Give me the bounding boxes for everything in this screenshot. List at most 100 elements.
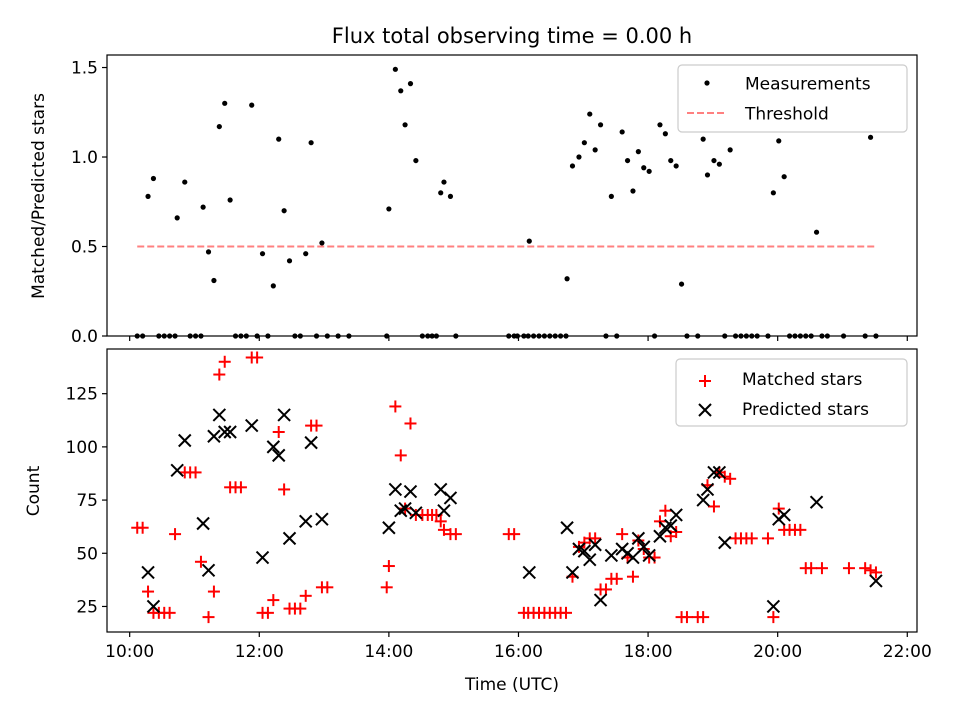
measurement-point	[407, 81, 414, 87]
matched-stars-point	[207, 585, 220, 598]
matched-stars-point	[272, 425, 285, 438]
ratio-y-axis-label: Matched/Predicted stars	[29, 93, 49, 299]
counts-axes: 10:00 12:00 14:00 16:00 18:00 20:00 22:00 25 50 7…	[66, 385, 932, 662]
matched-stars-point	[189, 466, 202, 479]
measurement-point	[270, 283, 276, 289]
ratio-legend: Measurements Threshold	[677, 64, 908, 133]
predicted-stars-point	[712, 465, 727, 480]
predicted-stars-point	[201, 563, 216, 578]
measurement-point	[646, 168, 652, 174]
measurement-point	[564, 276, 570, 282]
measurement-point	[441, 179, 447, 185]
predicted-stars-point	[398, 501, 412, 516]
matched-stars-point	[761, 532, 774, 545]
measurement-point	[576, 154, 582, 160]
predicted-stars-point	[178, 433, 192, 448]
predicted-stars-point	[522, 565, 536, 580]
matched-stars-point	[842, 562, 855, 575]
predicted-stars-point	[642, 548, 656, 563]
measurement-point	[569, 163, 576, 169]
y-tick-label: 125	[66, 385, 98, 405]
predicted-stars-point	[382, 521, 396, 535]
matched-stars-point	[169, 528, 182, 541]
measurement-point	[662, 131, 668, 137]
measurement-point	[700, 136, 706, 142]
matched-stars-point	[310, 419, 323, 432]
matched-stars-point	[680, 611, 693, 624]
predicted-stars-point	[588, 538, 602, 552]
x-tick-label: 22:00	[883, 642, 932, 662]
y-tick-label: 100	[66, 438, 98, 458]
measurement-point	[668, 157, 674, 164]
measurement-point	[673, 163, 679, 169]
measurement-point	[216, 123, 222, 130]
counts-x-axis-label: Time (UTC)	[464, 675, 559, 695]
predicted-stars-point	[245, 418, 259, 433]
matched-stars-point	[707, 500, 720, 513]
measurement-point	[319, 240, 325, 246]
y-tick-label: 1.0	[71, 148, 98, 168]
x-tick-label: 14:00	[364, 642, 413, 662]
predicted-stars-point	[409, 506, 423, 520]
predicted-stars-point	[146, 599, 161, 614]
matched-stars-point	[213, 368, 226, 381]
measurement-point	[813, 229, 820, 235]
matched-stars-point	[805, 562, 818, 575]
matched-stars-point	[202, 611, 215, 624]
measurement-point	[581, 140, 587, 146]
matched-stars-point	[294, 602, 307, 615]
matched-stars-point	[589, 532, 602, 545]
matched-stars-point	[724, 472, 737, 485]
ratio-plot-area	[134, 66, 879, 339]
predicted-stars-point	[626, 550, 640, 565]
measurement-point	[678, 281, 685, 287]
predicted-stars-point	[277, 408, 291, 422]
matched-stars-point	[869, 566, 882, 579]
measurement-point	[145, 193, 151, 199]
x-tick-label: 20:00	[753, 642, 802, 662]
measurement-point	[249, 102, 255, 108]
predicted-stars-point	[437, 504, 451, 518]
predicted-stars-point	[653, 529, 667, 543]
matched-stars-point	[794, 523, 807, 536]
x-tick-label: 16:00	[494, 642, 543, 662]
predicted-stars-point	[631, 531, 646, 546]
measurement-point	[205, 249, 212, 255]
measurement-point	[619, 129, 625, 135]
ratio-plot-frame	[106, 54, 918, 337]
measurement-point	[386, 206, 392, 212]
measurement-point	[608, 193, 614, 199]
matched-stars-point	[610, 572, 623, 585]
matched-stars-point	[864, 564, 877, 577]
matched-stars-point	[434, 515, 447, 528]
matched-stars-point	[659, 504, 672, 517]
legend-label-threshold: Threshold	[744, 105, 829, 125]
legend-label-predicted: Predicted stars	[742, 400, 869, 420]
counts-plot-frame	[106, 348, 918, 633]
matched-stars-point	[599, 583, 612, 596]
y-tick-label: 75	[76, 491, 98, 511]
matched-stars-point	[299, 589, 312, 602]
matched-stars-point	[251, 351, 264, 364]
measurement-point	[200, 204, 206, 210]
measurement-point	[303, 251, 309, 257]
predicted-stars-point	[272, 448, 286, 463]
measurement-point	[657, 122, 663, 128]
predicted-legend-marker	[698, 403, 712, 417]
predicted-stars-point	[196, 516, 210, 531]
predicted-stars-point	[583, 552, 597, 567]
matched-stars-point	[394, 449, 407, 462]
measurement-point	[867, 134, 874, 140]
measurement-point	[286, 258, 293, 264]
matched-stars-point	[616, 528, 629, 541]
predicted-stars-point	[304, 435, 318, 450]
ratio-legend-box	[677, 64, 908, 133]
predicted-stars-point	[777, 508, 791, 522]
matched-stars-point	[389, 400, 402, 413]
measurement-point	[222, 100, 228, 106]
matched-stars-point	[508, 528, 521, 541]
measurement-point	[259, 251, 266, 257]
measurement-point	[711, 157, 717, 164]
x-tick-label: 10:00	[105, 642, 154, 662]
